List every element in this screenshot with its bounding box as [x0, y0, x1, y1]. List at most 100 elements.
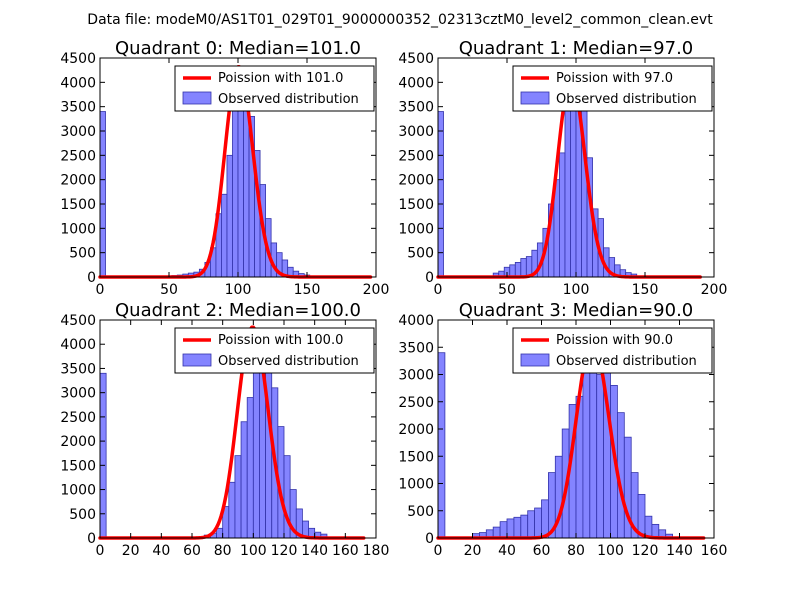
x-tick-label: 50 — [498, 282, 516, 298]
histogram-bar — [509, 264, 516, 278]
x-tick-label: 80 — [214, 543, 232, 559]
x-tick-label: 80 — [567, 543, 585, 559]
legend-bar-swatch — [182, 91, 212, 105]
y-tick-label: 1500 — [60, 458, 96, 474]
x-tick-label: 160 — [701, 543, 728, 559]
y-tick-label: 4000 — [60, 337, 96, 353]
histogram-bar — [570, 96, 577, 278]
y-tick-label: 3000 — [398, 368, 434, 384]
histogram-bar — [221, 193, 228, 278]
legend-label-poisson: Poission with 101.0 — [218, 71, 343, 86]
subplot-quadrant-1: 0 50 100 150 2000500100015002000250030003500… — [398, 38, 727, 298]
figure-suptitle: Data file: modeM0/AS1T01_029T01_90000003… — [87, 12, 713, 28]
x-tick-label: 0 — [96, 543, 105, 559]
x-tick-label: 150 — [294, 282, 321, 298]
y-tick-label: 2000 — [398, 173, 434, 189]
x-tick-label: 40 — [152, 543, 170, 559]
y-tick-label: 3500 — [60, 361, 96, 377]
histogram-bar — [589, 368, 598, 539]
x-tick-label: 100 — [563, 282, 590, 298]
y-tick-label: 4500 — [398, 51, 434, 67]
histogram-bar — [499, 521, 508, 539]
y-tick-label: 0 — [87, 531, 96, 547]
histogram-bar — [234, 455, 242, 539]
x-tick-label: 140 — [301, 543, 328, 559]
subplot-title: Quadrant 1: Median=97.0 — [459, 38, 694, 59]
legend-label-poisson: Poission with 97.0 — [556, 71, 673, 86]
y-tick-label: 4000 — [60, 75, 96, 91]
y-tick-label: 0 — [87, 270, 96, 286]
legend-label-poisson: Poission with 100.0 — [218, 333, 343, 348]
y-tick-label: 1500 — [398, 197, 434, 213]
legend-label-poisson: Poission with 90.0 — [556, 333, 673, 348]
legend-bar-swatch — [520, 91, 550, 105]
y-tick-label: 2500 — [398, 395, 434, 411]
histogram-bar — [534, 507, 542, 539]
y-tick-label: 3000 — [398, 124, 434, 140]
subplot-grid: 0 50 100 150 2000500100015002000250030003500… — [60, 38, 727, 559]
y-tick-label: 1000 — [60, 483, 96, 499]
histogram-bar — [513, 516, 522, 539]
x-tick-label: 0 — [434, 282, 443, 298]
y-tick-label: 2000 — [398, 422, 434, 438]
y-tick-label: 4500 — [60, 51, 96, 67]
histogram-bar — [506, 518, 515, 539]
histogram-bar — [520, 514, 529, 539]
y-tick-label: 2500 — [60, 148, 96, 164]
legend: Poission with 100.0 Observed distribution — [174, 327, 375, 374]
x-tick-label: 120 — [632, 543, 659, 559]
x-tick-label: 100 — [240, 543, 267, 559]
x-tick-label: 0 — [96, 282, 105, 298]
y-tick-label: 1000 — [398, 221, 434, 237]
histogram-bar — [559, 152, 566, 278]
histogram-bar — [527, 510, 536, 539]
y-tick-label: 2000 — [60, 173, 96, 189]
y-tick-label: 3500 — [398, 340, 434, 356]
y-tick-label: 3500 — [398, 100, 434, 116]
histogram-bar — [596, 374, 605, 539]
histogram-bar — [232, 86, 239, 278]
x-tick-label: 20 — [464, 543, 482, 559]
subplot-quadrant-0: 0 50 100 150 2000500100015002000250030003500… — [60, 38, 389, 298]
y-tick-label: 2500 — [398, 148, 434, 164]
histogram-bar — [226, 154, 233, 278]
x-tick-label: 50 — [160, 282, 178, 298]
x-tick-label: 180 — [363, 543, 390, 559]
histogram-bar — [564, 106, 571, 278]
subplot-title: Quadrant 2: Median=100.0 — [115, 300, 361, 321]
y-tick-label: 3500 — [60, 100, 96, 116]
y-tick-label: 4500 — [60, 313, 96, 329]
y-tick-label: 0 — [425, 531, 434, 547]
legend: Poission with 90.0 Observed distribution — [512, 327, 713, 374]
x-tick-label: 20 — [122, 543, 140, 559]
y-tick-label: 4000 — [398, 313, 434, 329]
x-tick-label: 60 — [183, 543, 201, 559]
legend: Poission with 101.0 Observed distribution — [174, 65, 375, 112]
x-tick-label: 60 — [533, 543, 551, 559]
y-tick-label: 2000 — [60, 434, 96, 450]
y-tick-label: 1500 — [60, 197, 96, 213]
axes-frame — [99, 319, 377, 539]
y-tick-label: 1500 — [398, 449, 434, 465]
legend-label-observed: Observed distribution — [556, 92, 697, 107]
y-tick-label: 3000 — [60, 386, 96, 402]
y-tick-label: 500 — [407, 504, 434, 520]
y-tick-label: 1000 — [398, 477, 434, 493]
legend-label-observed: Observed distribution — [218, 92, 359, 107]
x-tick-label: 200 — [363, 282, 390, 298]
x-tick-label: 0 — [434, 543, 443, 559]
histogram-bar — [514, 261, 522, 278]
subplot-quadrant-2: 0 20 40 60 80 100 120 140 160 180 0 500 1000 1500 2000… — [60, 300, 389, 559]
y-tick-label: 500 — [407, 246, 434, 262]
x-tick-label: 140 — [666, 543, 693, 559]
y-tick-label: 500 — [69, 246, 96, 262]
histogram-bar — [520, 258, 527, 278]
x-tick-label: 40 — [498, 543, 516, 559]
histogram-bar — [582, 371, 591, 539]
histogram-bar — [252, 353, 260, 539]
x-tick-label: 100 — [597, 543, 624, 559]
legend-bar-swatch — [520, 353, 550, 367]
histogram-bar — [216, 527, 224, 539]
subplot-title: Quadrant 0: Median=101.0 — [115, 38, 361, 59]
